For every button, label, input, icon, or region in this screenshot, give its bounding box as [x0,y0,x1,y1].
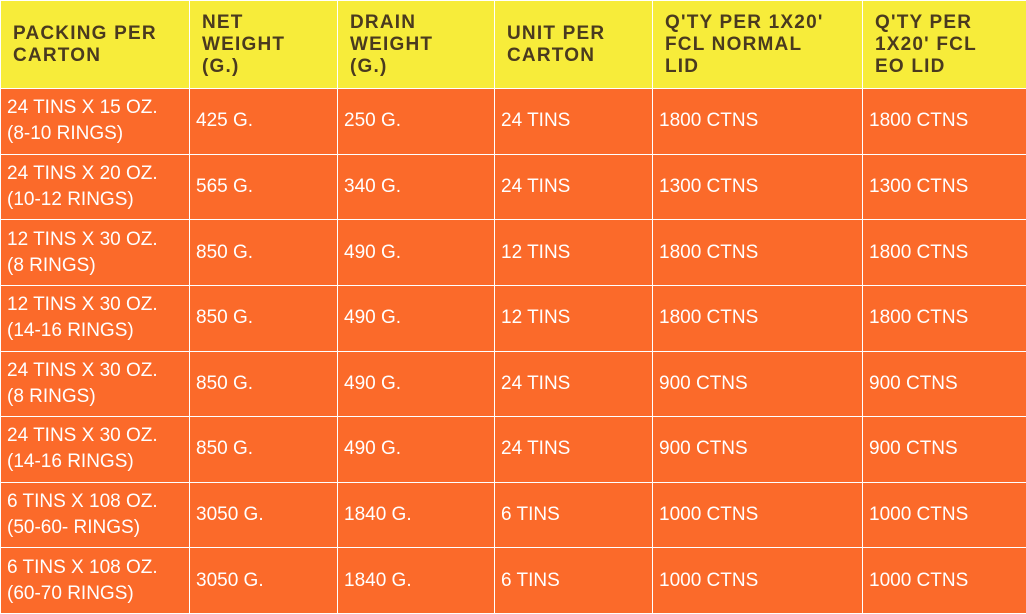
cell-drain-weight: 250 G. [337,88,495,155]
cell-qty-normal-lid: 1800 CTNS [652,219,863,286]
cell-packing: 12 TINS X 30 OZ. (14-16 RINGS) [0,284,190,352]
cell-net-weight: 850 G. [189,284,338,352]
cell-drain-weight: 490 G. [337,416,495,483]
header-net-weight: NET WEIGHT (G.) [189,0,338,89]
cell-unit-per-carton: 24 TINS [494,88,653,155]
cell-net-weight: 850 G. [189,350,338,418]
cell-net-weight: 425 G. [189,88,338,155]
table-row: 12 TINS X 30 OZ. (14-16 RINGS) 850 G. 49… [0,284,1026,352]
cell-unit-per-carton: 12 TINS [494,284,653,352]
cell-net-weight: 3050 G. [189,547,338,614]
cell-drain-weight: 490 G. [337,350,495,418]
cell-qty-eo-lid: 1800 CTNS [862,284,1026,352]
table-row: 24 TINS X 15 OZ. (8-10 RINGS) 425 G. 250… [0,88,1026,155]
cell-qty-normal-lid: 1000 CTNS [652,481,863,549]
header-packing-per-carton: PACKING PER CARTON [0,0,190,89]
cell-unit-per-carton: 24 TINS [494,153,653,221]
cell-qty-normal-lid: 1000 CTNS [652,547,863,614]
cell-net-weight: 850 G. [189,219,338,286]
cell-unit-per-carton: 24 TINS [494,416,653,483]
cell-qty-eo-lid: 1300 CTNS [862,153,1026,221]
header-qty-eo-lid: Q'TY PER 1X20' FCL EO LID [862,0,1026,89]
table-row: 24 TINS X 30 OZ. (8 RINGS) 850 G. 490 G.… [0,350,1026,418]
table-row: 24 TINS X 30 OZ. (14-16 RINGS) 850 G. 49… [0,416,1026,483]
cell-packing: 24 TINS X 15 OZ. (8-10 RINGS) [0,88,190,155]
header-qty-normal-lid: Q'TY PER 1X20' FCL NORMAL LID [652,0,863,89]
cell-qty-eo-lid: 1800 CTNS [862,88,1026,155]
cell-drain-weight: 490 G. [337,284,495,352]
cell-unit-per-carton: 6 TINS [494,481,653,549]
cell-unit-per-carton: 24 TINS [494,350,653,418]
cell-qty-eo-lid: 1000 CTNS [862,481,1026,549]
cell-unit-per-carton: 6 TINS [494,547,653,614]
table-row: 24 TINS X 20 OZ. (10-12 RINGS) 565 G. 34… [0,153,1026,221]
cell-packing: 6 TINS X 108 OZ. (50-60- RINGS) [0,481,190,549]
cell-drain-weight: 1840 G. [337,547,495,614]
header-drain-weight: DRAIN WEIGHT (G.) [337,0,495,89]
table-row: 12 TINS X 30 OZ. (8 RINGS) 850 G. 490 G.… [0,219,1026,286]
cell-qty-normal-lid: 1800 CTNS [652,284,863,352]
cell-qty-eo-lid: 1800 CTNS [862,219,1026,286]
table-body: 24 TINS X 15 OZ. (8-10 RINGS) 425 G. 250… [0,88,1026,614]
cell-qty-eo-lid: 900 CTNS [862,416,1026,483]
table-header: PACKING PER CARTON NET WEIGHT (G.) DRAIN… [0,0,1026,89]
cell-qty-eo-lid: 1000 CTNS [862,547,1026,614]
cell-net-weight: 850 G. [189,416,338,483]
table-row: 6 TINS X 108 OZ. (50-60- RINGS) 3050 G. … [0,481,1026,549]
cell-packing: 24 TINS X 30 OZ. (14-16 RINGS) [0,416,190,483]
header-row: PACKING PER CARTON NET WEIGHT (G.) DRAIN… [0,0,1026,89]
cell-qty-normal-lid: 900 CTNS [652,350,863,418]
table-row: 6 TINS X 108 OZ. (60-70 RINGS) 3050 G. 1… [0,547,1026,614]
cell-packing: 24 TINS X 30 OZ. (8 RINGS) [0,350,190,418]
cell-qty-normal-lid: 1800 CTNS [652,88,863,155]
cell-packing: 24 TINS X 20 OZ. (10-12 RINGS) [0,153,190,221]
cell-drain-weight: 490 G. [337,219,495,286]
cell-net-weight: 565 G. [189,153,338,221]
cell-unit-per-carton: 12 TINS [494,219,653,286]
cell-drain-weight: 340 G. [337,153,495,221]
cell-packing: 6 TINS X 108 OZ. (60-70 RINGS) [0,547,190,614]
cell-packing: 12 TINS X 30 OZ. (8 RINGS) [0,219,190,286]
cell-drain-weight: 1840 G. [337,481,495,549]
cell-qty-normal-lid: 900 CTNS [652,416,863,483]
cell-qty-normal-lid: 1300 CTNS [652,153,863,221]
header-unit-per-carton: UNIT PER CARTON [494,0,653,89]
cell-net-weight: 3050 G. [189,481,338,549]
cell-qty-eo-lid: 900 CTNS [862,350,1026,418]
